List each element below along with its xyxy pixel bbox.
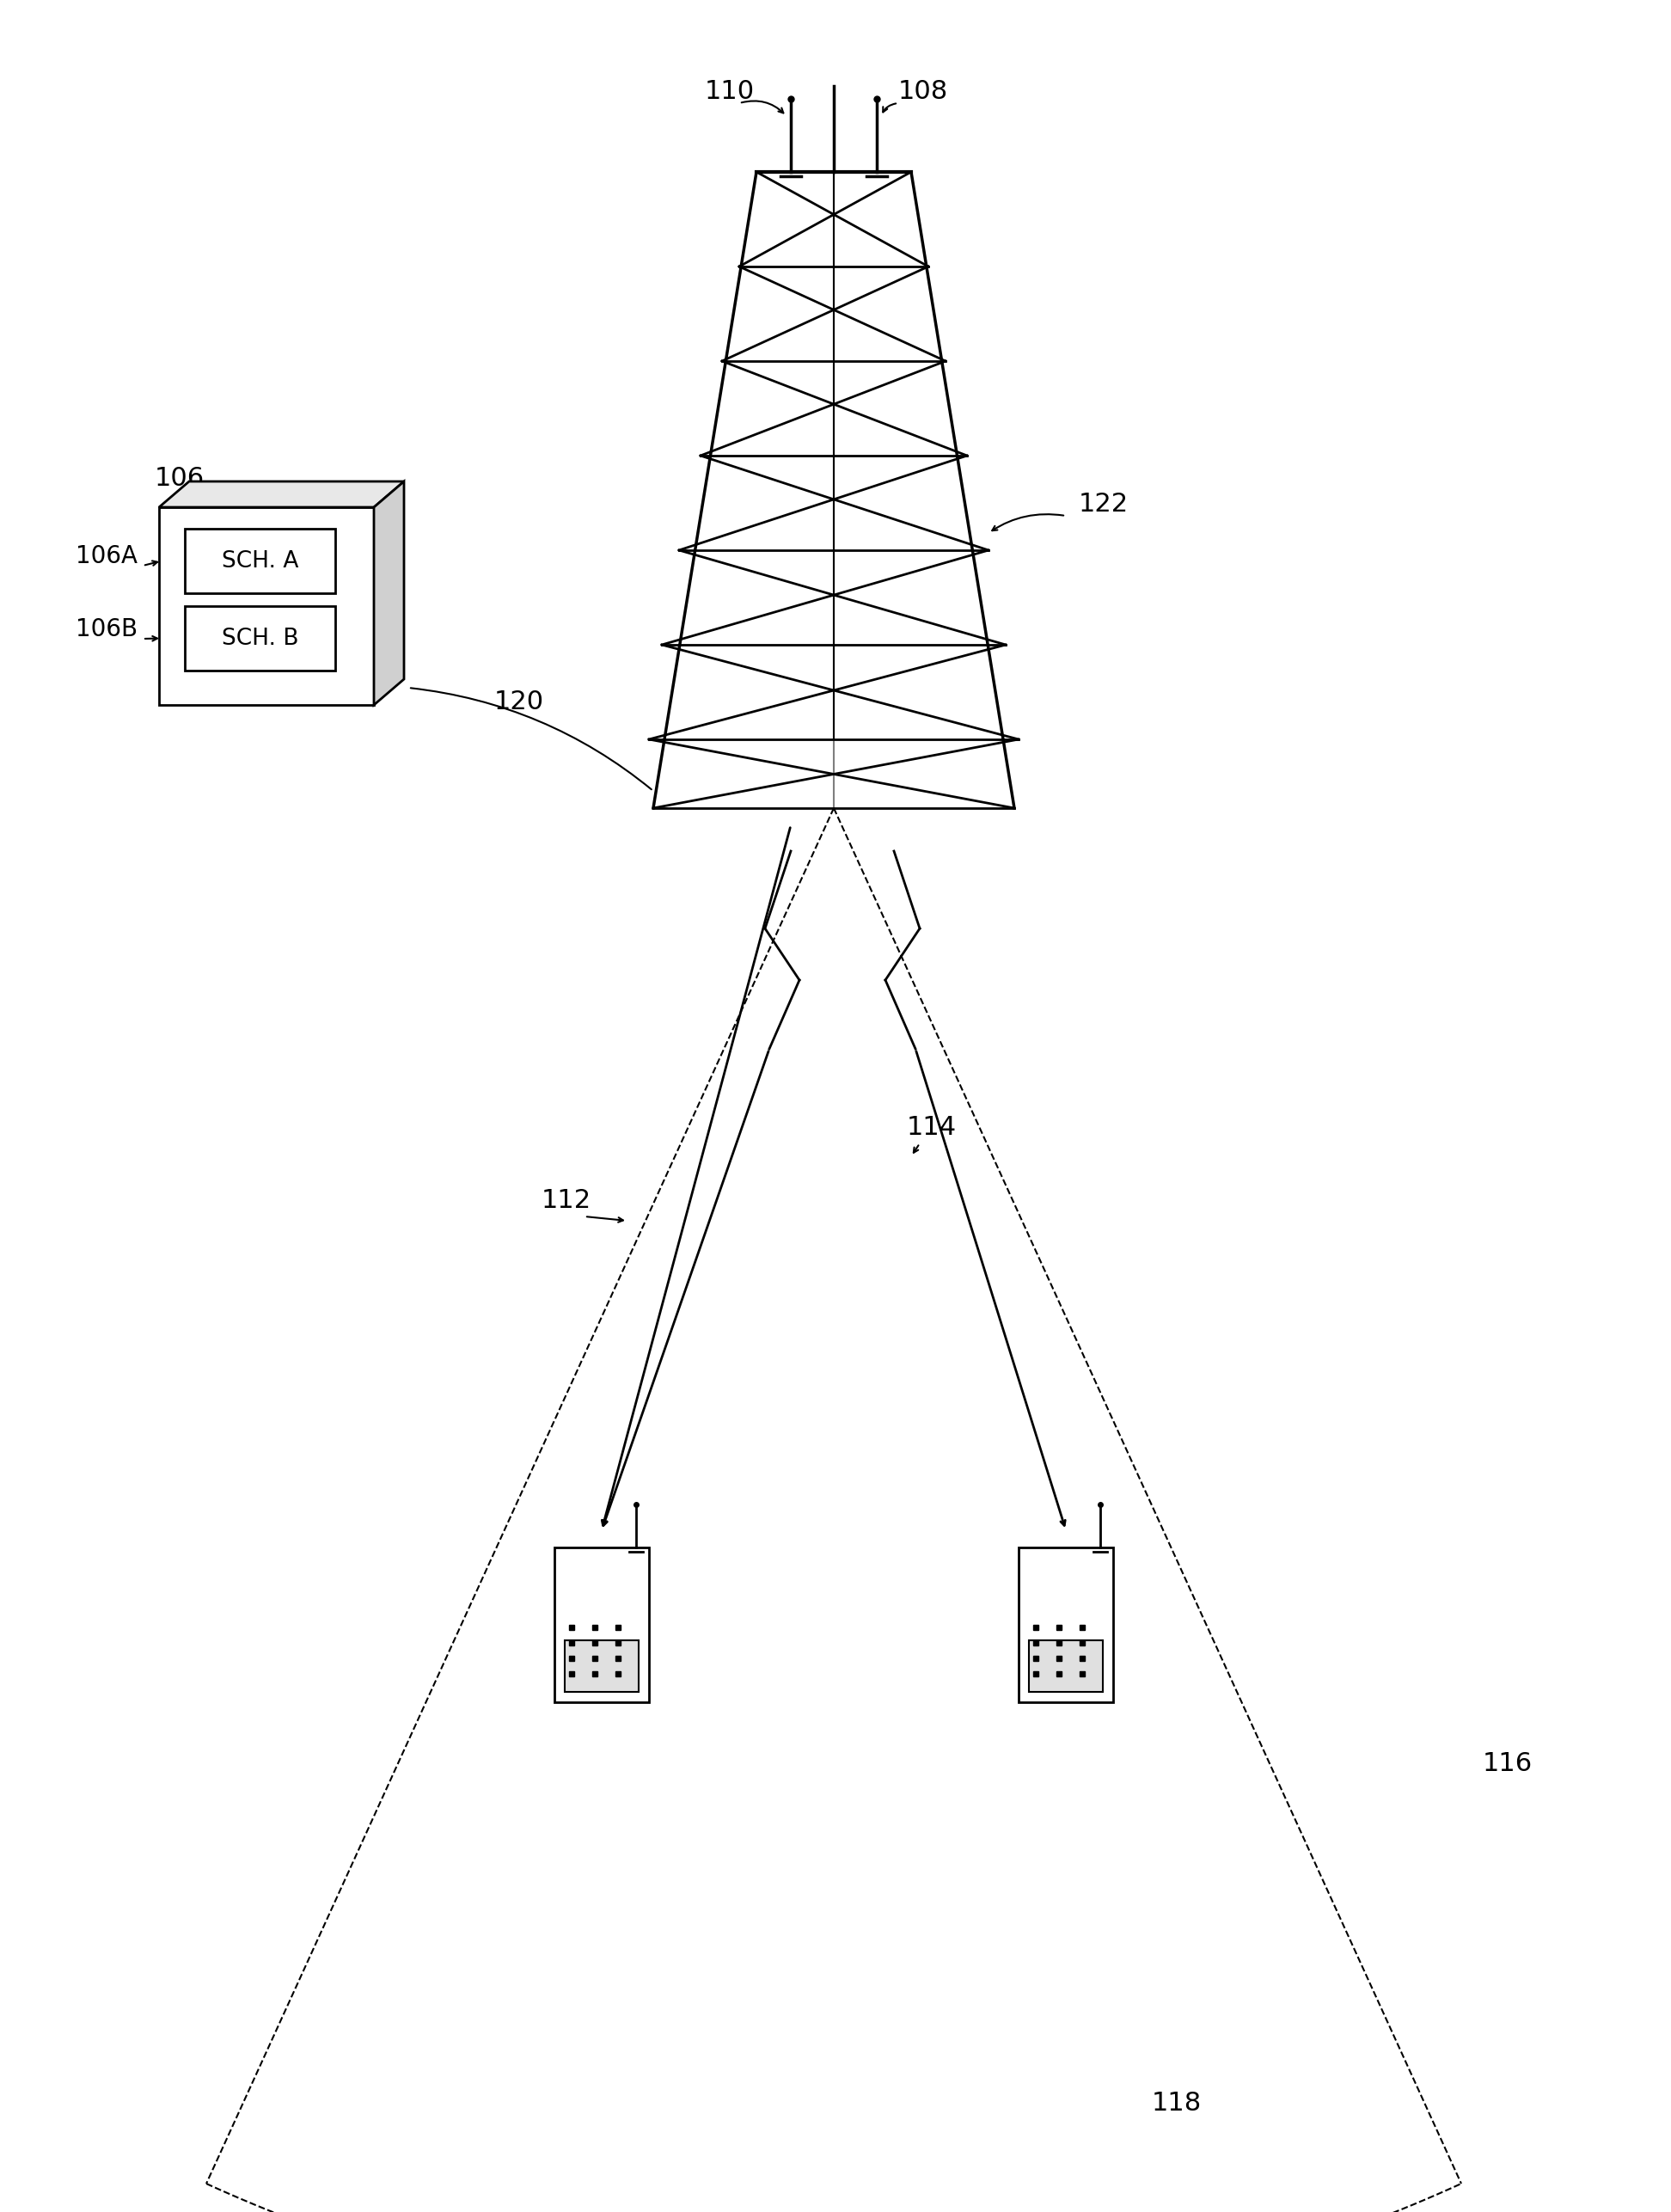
- Polygon shape: [374, 482, 404, 706]
- Polygon shape: [555, 1548, 648, 1703]
- Text: 116: 116: [1482, 1752, 1532, 1776]
- Text: 114: 114: [907, 1115, 957, 1139]
- Text: 102: 102: [555, 1593, 605, 1617]
- Text: 106A: 106A: [75, 544, 137, 568]
- Text: 122: 122: [1079, 491, 1128, 518]
- Text: 110: 110: [705, 80, 755, 104]
- Polygon shape: [159, 507, 374, 706]
- Text: SCH. A: SCH. A: [222, 551, 299, 573]
- Text: 106: 106: [155, 467, 204, 491]
- Text: 112: 112: [541, 1188, 592, 1212]
- Polygon shape: [1019, 1548, 1113, 1703]
- Text: 120: 120: [495, 690, 545, 714]
- Polygon shape: [185, 606, 336, 670]
- Text: 108: 108: [899, 80, 949, 104]
- Polygon shape: [1029, 1641, 1103, 1692]
- Polygon shape: [185, 529, 336, 593]
- Text: 104: 104: [1031, 1593, 1081, 1617]
- Polygon shape: [565, 1641, 638, 1692]
- Text: SCH. B: SCH. B: [222, 628, 299, 650]
- Text: 106B: 106B: [75, 617, 137, 641]
- Text: 118: 118: [1151, 2090, 1201, 2115]
- Polygon shape: [159, 482, 404, 507]
